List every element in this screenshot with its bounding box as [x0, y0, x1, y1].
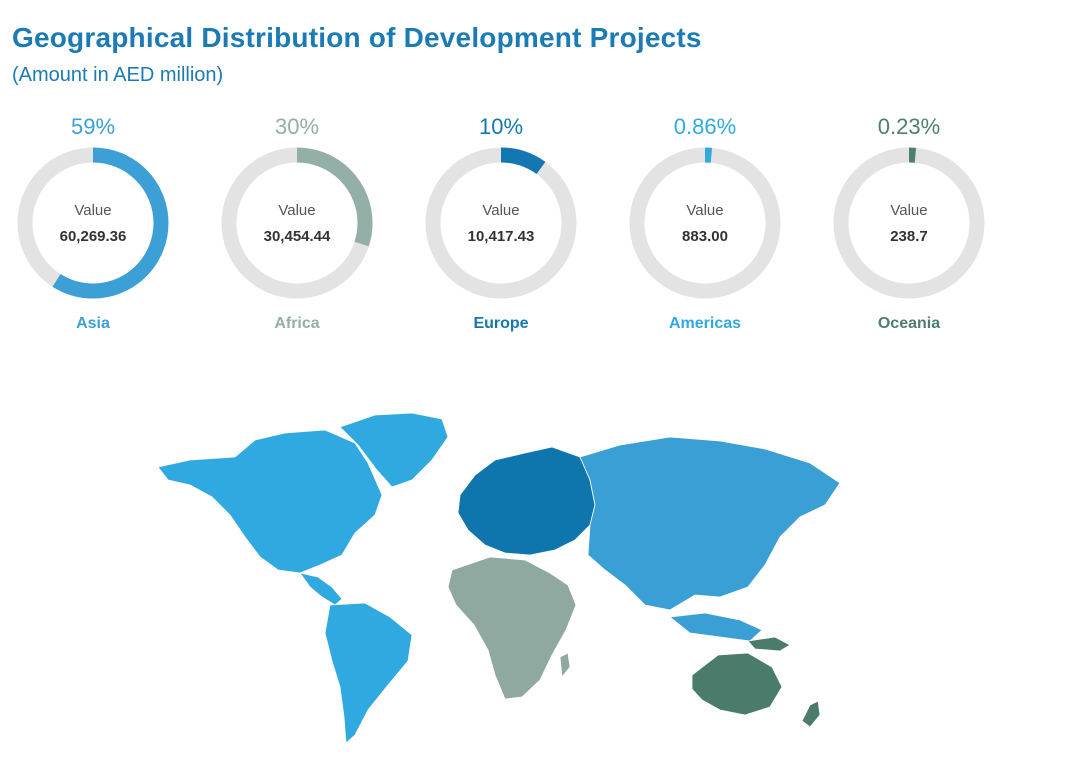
donut-percent: 30%: [274, 114, 320, 139]
donut-europe: 10% Value 10,417.43 Europe: [416, 110, 586, 340]
donut-arc-asia: [17, 147, 169, 299]
donut-oceania: 0.23% Value 238.7 Oceania: [824, 110, 994, 340]
world-map: [157, 412, 841, 744]
map-madagascar: [559, 652, 571, 679]
donut-arc-americas: [629, 147, 781, 299]
value-label: Value: [686, 202, 724, 219]
donut-asia: 59% Value 60,269.36 Asia: [8, 110, 178, 340]
donut-percent: 59%: [70, 114, 116, 139]
value-amount: 60,269.36: [59, 228, 127, 245]
page-subtitle: (Amount in AED million): [12, 64, 224, 86]
donut-ring: [629, 147, 781, 299]
map-new-zealand: [801, 700, 821, 728]
map-north-america: [157, 429, 383, 574]
region-name: Oceania: [877, 315, 941, 332]
region-name: Europe: [473, 315, 529, 332]
donut-arc-europe: [425, 147, 577, 299]
map-greenland: [339, 412, 449, 488]
donut-ring: [425, 147, 577, 299]
value-label: Value: [482, 202, 520, 219]
value-label: Value: [278, 202, 316, 219]
page-title: Geographical Distribution of Development…: [12, 22, 702, 53]
region-name: Asia: [76, 315, 110, 332]
donut-charts: 59% Value 60,269.36 Asia 30% Value 30,45…: [0, 0, 1075, 345]
map-europe: [457, 446, 596, 556]
donut-ring: [833, 147, 985, 299]
map-asia: [579, 436, 841, 611]
donut-ring: [17, 147, 169, 299]
map-south-america: [324, 602, 413, 744]
map-australia: [691, 652, 783, 716]
region-name: Americas: [668, 315, 742, 332]
value-label: Value: [890, 202, 928, 219]
donut-track: [425, 147, 577, 299]
donut-arc-africa: [221, 147, 373, 299]
region-name: Africa: [274, 315, 320, 332]
donut-americas: 0.86% Value 883.00 Americas: [620, 110, 790, 340]
value-amount: 883.00: [682, 228, 728, 245]
donut-arc-oceania: [833, 147, 985, 299]
map-southeast-asia: [668, 612, 763, 642]
donut-ring: [221, 147, 373, 299]
donut-percent: 0.23%: [877, 114, 941, 139]
value-amount: 30,454.44: [263, 228, 331, 245]
map-africa: [447, 556, 577, 700]
donut-percent: 10%: [478, 114, 524, 139]
value-amount: 238.7: [890, 228, 928, 245]
value-amount: 10,417.43: [467, 228, 535, 245]
value-label: Value: [74, 202, 112, 219]
map-central-america: [299, 572, 343, 606]
donut-percent: 0.86%: [673, 114, 737, 139]
donut-track: [629, 147, 781, 299]
map-new-guinea: [747, 636, 791, 652]
donut-track: [833, 147, 985, 299]
donut-africa: 30% Value 30,454.44 Africa: [212, 110, 382, 340]
